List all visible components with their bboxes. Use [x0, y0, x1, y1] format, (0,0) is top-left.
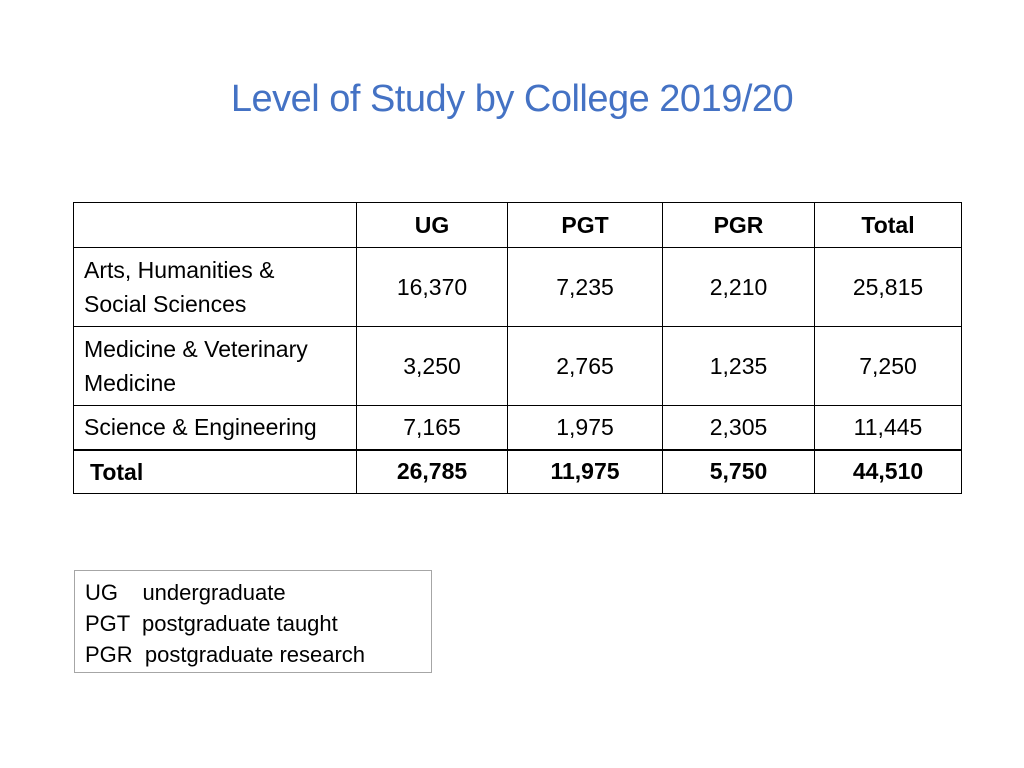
cell-total: 11,445 [814, 405, 962, 450]
total-pgt: 11,975 [507, 448, 663, 494]
header-total: Total [814, 202, 962, 248]
table-total-row: Total 26,785 11,975 5,750 44,510 [73, 448, 962, 494]
cell-pgr: 2,305 [662, 405, 815, 450]
row-label: Science & Engineering [73, 405, 357, 450]
row-label-line2: Social Sciences [84, 291, 247, 317]
total-total: 44,510 [814, 448, 962, 494]
header-ug: UG [356, 202, 508, 248]
abbreviation-legend: UG undergraduate PGT postgraduate taught… [74, 570, 432, 673]
header-empty-cell [73, 202, 357, 248]
cell-pgr: 2,210 [662, 247, 815, 327]
cell-pgt: 7,235 [507, 247, 663, 327]
header-pgt: PGT [507, 202, 663, 248]
cell-pgr: 1,235 [662, 326, 815, 406]
table-row: Science & Engineering 7,165 1,975 2,305 … [73, 405, 962, 450]
header-pgr: PGR [662, 202, 815, 248]
row-label-line1: Medicine & Veterinary [84, 336, 308, 362]
total-ug: 26,785 [356, 448, 508, 494]
total-row-label: Total [73, 448, 357, 494]
cell-total: 7,250 [814, 326, 962, 406]
cell-pgt: 1,975 [507, 405, 663, 450]
legend-line-pgr: PGR postgraduate research [85, 642, 366, 667]
cell-ug: 16,370 [356, 247, 508, 327]
table-row: Medicine & Veterinary Medicine 3,250 2,7… [73, 326, 962, 406]
table-header-row: UG PGT PGR Total [73, 202, 962, 248]
total-pgr: 5,750 [662, 448, 815, 494]
cell-pgt: 2,765 [507, 326, 663, 406]
level-of-study-table: UG PGT PGR Total Arts, Humanities & Soci… [73, 202, 962, 494]
legend-line-ug: UG undergraduate [85, 580, 286, 605]
cell-ug: 3,250 [356, 326, 508, 406]
table-row: Arts, Humanities & Social Sciences 16,37… [73, 247, 962, 327]
row-label-line2: Medicine [84, 370, 177, 396]
cell-total: 25,815 [814, 247, 962, 327]
legend-line-pgt: PGT postgraduate taught [85, 611, 338, 636]
page-title: Level of Study by College 2019/20 [230, 78, 794, 120]
row-label-line1: Arts, Humanities & [84, 257, 275, 283]
row-label: Medicine & Veterinary Medicine [73, 326, 357, 406]
row-label: Arts, Humanities & Social Sciences [73, 247, 357, 327]
cell-ug: 7,165 [356, 405, 508, 450]
